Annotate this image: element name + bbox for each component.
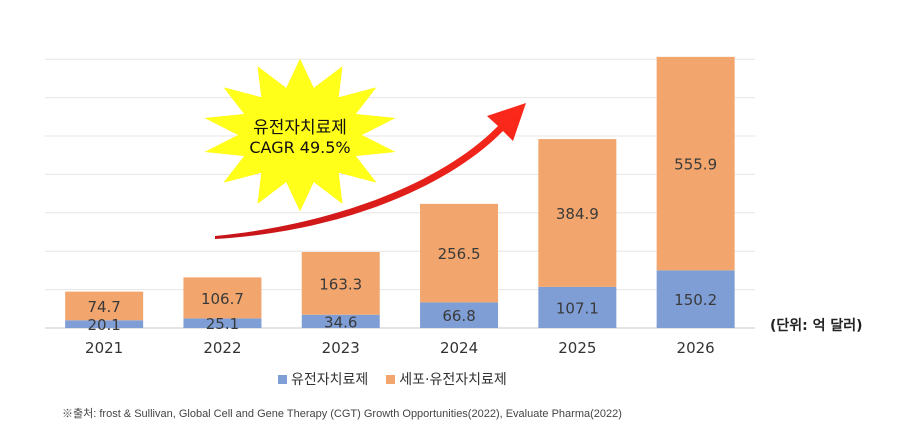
data-label: 34.6 bbox=[324, 313, 357, 331]
data-label: 163.3 bbox=[319, 275, 362, 293]
data-label: 66.8 bbox=[442, 307, 475, 325]
x-tick-label: 2023 bbox=[322, 339, 360, 357]
data-label: 256.5 bbox=[438, 245, 481, 263]
data-labels: 20.174.7 25.1 106.7 34.6 163.3 66.8 256.5 107.1… bbox=[87, 156, 717, 335]
annotation-line2: CAGR 49.5% bbox=[249, 138, 350, 157]
x-tick-label: 2025 bbox=[558, 339, 596, 357]
data-label: 150.2 bbox=[674, 291, 717, 309]
legend-item-cell-gene-therapy: 세포·유전자치료제 bbox=[386, 369, 507, 389]
bar-gene-therapy-2025 bbox=[538, 286, 617, 328]
cagr-annotation: 유전자치료제 CAGR 49.5% bbox=[204, 58, 526, 239]
bar-cell-gene-therapy-2026 bbox=[656, 56, 735, 271]
bar-cell-gene-therapy-2024 bbox=[420, 203, 499, 303]
starburst-shape bbox=[204, 58, 396, 212]
data-label: 106.7 bbox=[201, 290, 244, 308]
x-tick-label: 2024 bbox=[440, 339, 478, 357]
bar-gene-therapy-2026 bbox=[656, 270, 735, 328]
legend-swatch-orange bbox=[386, 374, 396, 384]
bar-gene-therapy-2021 bbox=[65, 320, 144, 328]
bar-cell-gene-therapy-2025 bbox=[538, 139, 617, 287]
source-note: ※출처: frost & Sullivan, Global Cell and G… bbox=[62, 408, 622, 420]
x-tick-label: 2021 bbox=[85, 339, 123, 357]
bar-gene-therapy-2024 bbox=[420, 302, 499, 328]
bar-cell-gene-therapy-2021 bbox=[65, 291, 144, 321]
bars bbox=[65, 56, 735, 328]
data-label: 555.9 bbox=[674, 156, 717, 174]
data-label: 25.1 bbox=[206, 315, 239, 333]
gridlines bbox=[45, 58, 755, 329]
legend-label-gene-therapy: 유전자치료제 bbox=[291, 372, 369, 388]
data-label: 74.7 bbox=[87, 298, 120, 316]
data-label: 20.1 bbox=[87, 316, 120, 334]
data-label: 384.9 bbox=[556, 205, 599, 223]
unit-label: (단위: 억 달러) bbox=[770, 318, 863, 334]
x-tick-label: 2022 bbox=[203, 339, 241, 357]
bar-gene-therapy-2022 bbox=[183, 318, 262, 328]
x-axis-ticks: 2021 2022 2023 2024 2025 2026 bbox=[85, 339, 715, 357]
legend: 유전자치료제 세포·유전자치료제 bbox=[278, 369, 507, 389]
legend-item-gene-therapy: 유전자치료제 bbox=[278, 369, 368, 389]
bar-cell-gene-therapy-2023 bbox=[301, 252, 380, 315]
trend-arrow-icon bbox=[215, 103, 526, 239]
bar-cell-gene-therapy-2022 bbox=[183, 277, 262, 319]
stacked-bar-chart: 20.174.7 25.1 106.7 34.6 163.3 66.8 256.5 107.1… bbox=[45, 56, 755, 357]
annotation-line1: 유전자치료제 bbox=[253, 118, 347, 138]
legend-swatch-blue bbox=[278, 374, 287, 384]
data-label: 107.1 bbox=[556, 299, 599, 317]
bar-gene-therapy-2023 bbox=[301, 314, 380, 328]
legend-label-cell-gene-therapy: 세포·유전자치료제 bbox=[399, 372, 507, 388]
x-tick-label: 2026 bbox=[677, 339, 715, 357]
